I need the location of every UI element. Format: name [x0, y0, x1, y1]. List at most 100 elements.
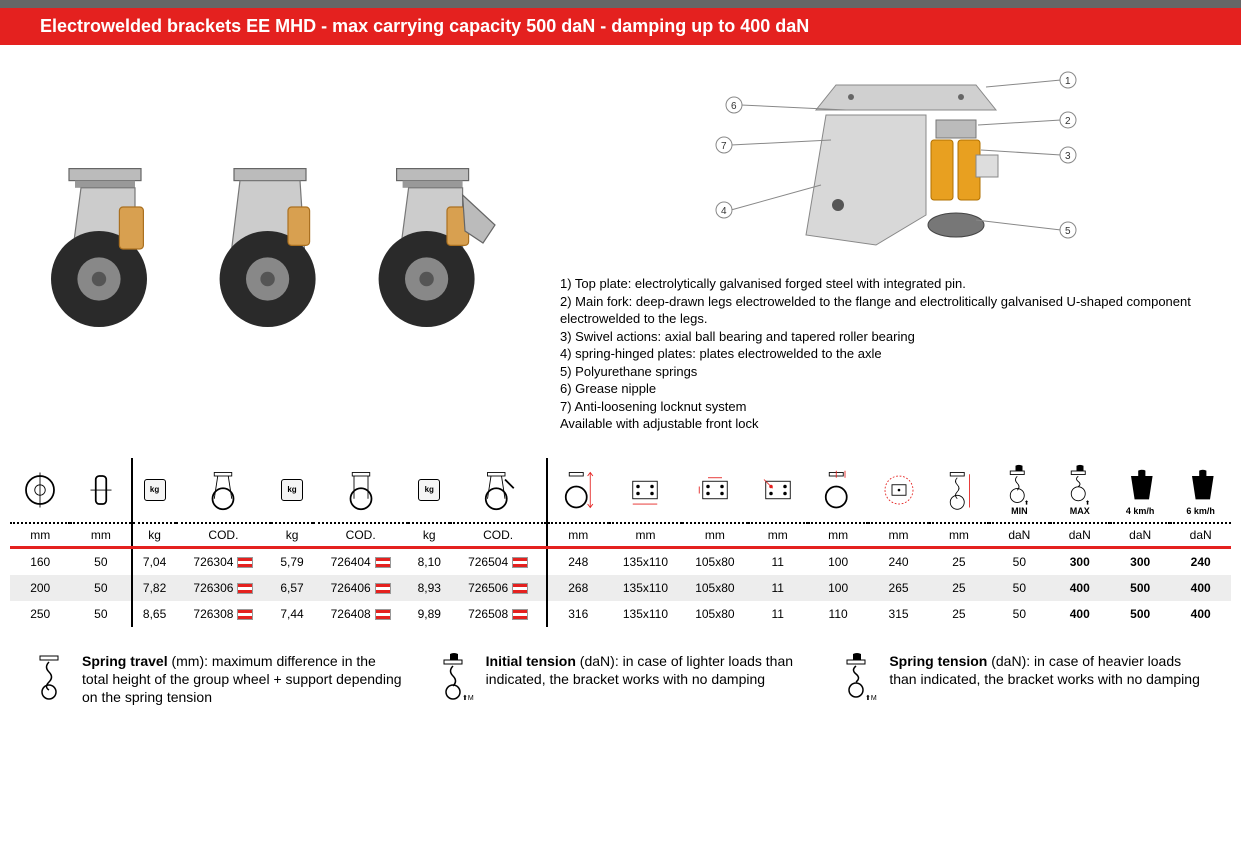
min-label: MIN [992, 506, 1046, 516]
diagram-line: 7) Anti-loosening locknut system [560, 398, 1211, 416]
diagram-line: 3) Swivel actions: axial ball bearing an… [560, 328, 1211, 346]
spring-tension-icon: ⬆MAX [837, 652, 877, 707]
table-cell: 110 [808, 601, 868, 627]
unit: kg [408, 523, 450, 548]
table-row: 200507,827263066,577264068,9372650626813… [10, 575, 1231, 601]
col-initial-tension-icon: ⬆MIN [989, 458, 1049, 523]
table-cell: 200 [10, 575, 70, 601]
table-cell: 50 [70, 601, 132, 627]
table-cell: 7,44 [271, 601, 313, 627]
table-cell: 135x110 [609, 547, 683, 575]
unit: COD. [450, 523, 546, 548]
flag-icon [237, 557, 253, 568]
table-cell: 105x80 [682, 575, 747, 601]
table-cell: 50 [70, 547, 132, 575]
unit: daN [1110, 523, 1170, 548]
diagram-description: 1) Top plate: electrolytically galvanise… [560, 275, 1211, 433]
spring-travel-icon [30, 652, 70, 707]
unit: mm [808, 523, 868, 548]
flag-icon [375, 557, 391, 568]
col-height-icon [547, 458, 609, 523]
col-fixed-icon [313, 458, 408, 523]
unit: daN [989, 523, 1049, 548]
table-cell: 11 [748, 601, 808, 627]
caster-fixed-image [195, 159, 345, 339]
col-weight-brake-icon: kg [408, 458, 450, 523]
table-cell: 300 [1050, 547, 1110, 575]
table-cell: 135x110 [609, 575, 683, 601]
svg-text:7: 7 [721, 141, 727, 152]
table-cell: 11 [748, 575, 808, 601]
table-cell: 500 [1110, 575, 1170, 601]
table-cell: 726508 [450, 601, 546, 627]
table-cell: 25 [929, 601, 989, 627]
col-weight-fixed-icon: kg [271, 458, 313, 523]
unit: mm [547, 523, 609, 548]
unit: mm [682, 523, 747, 548]
header-title: Electrowelded brackets EE MHD - max carr… [0, 0, 1241, 45]
table-cell: 25 [929, 547, 989, 575]
flag-icon [237, 609, 253, 620]
flag-icon [512, 583, 528, 594]
table-cell: 400 [1050, 575, 1110, 601]
flag-icon [375, 583, 391, 594]
table-cell: 11 [748, 547, 808, 575]
table-cell: 400 [1170, 601, 1231, 627]
svg-text:⬆MAX: ⬆MAX [865, 694, 877, 700]
table-cell: 726304 [176, 547, 271, 575]
diagram-line: 6) Grease nipple [560, 380, 1211, 398]
def-spring-travel: Spring travel (mm): maximum difference i… [30, 652, 404, 707]
svg-text:2: 2 [1065, 116, 1071, 127]
table-cell: 316 [547, 601, 609, 627]
col-brake-icon [450, 458, 546, 523]
caster-brake-image [360, 159, 510, 339]
table-cell: 100 [808, 547, 868, 575]
svg-text:5: 5 [1065, 226, 1071, 237]
diagram-line: 5) Polyurethane springs [560, 363, 1211, 381]
diagram-line: 2) Main fork: deep-drawn legs electrowel… [560, 293, 1211, 328]
col-wheel-width-icon [70, 458, 132, 523]
unit: COD. [176, 523, 271, 548]
col-wheel-diameter-icon [10, 458, 70, 523]
table-cell: 135x110 [609, 601, 683, 627]
unit: mm [748, 523, 808, 548]
table-cell: 240 [1170, 547, 1231, 575]
col-weight-swivel-icon: kg [132, 458, 176, 523]
table-cell: 50 [70, 575, 132, 601]
product-sheet: Electrowelded brackets EE MHD - max carr… [0, 0, 1241, 736]
table-row: 250508,657263087,447264089,8972650831613… [10, 601, 1231, 627]
unit: daN [1050, 523, 1110, 548]
diagram-line: 1) Top plate: electrolytically galvanise… [560, 275, 1211, 293]
col-swivel-icon [176, 458, 271, 523]
col-plate-size-icon [609, 458, 683, 523]
table-cell: 400 [1050, 601, 1110, 627]
diagram-section: 1 2 3 4 5 6 7 1) Top plate: electrolytic… [560, 65, 1211, 433]
flag-icon [237, 583, 253, 594]
diagram-line: Available with adjustable front lock [560, 415, 1211, 433]
svg-text:1: 1 [1065, 76, 1071, 87]
unit: mm [868, 523, 928, 548]
def-spring-tension: ⬆MAX Spring tension (daN): in case of he… [837, 652, 1211, 707]
svg-text:4: 4 [721, 206, 727, 217]
unit: mm [70, 523, 132, 548]
col-hole-pattern-icon [682, 458, 747, 523]
table-cell: 6,57 [271, 575, 313, 601]
svg-text:3: 3 [1065, 151, 1071, 162]
table-cell: 726308 [176, 601, 271, 627]
table-cell: 5,79 [271, 547, 313, 575]
exploded-diagram: 1 2 3 4 5 6 7 [676, 65, 1096, 265]
col-spring-travel-icon [929, 458, 989, 523]
unit: kg [132, 523, 176, 548]
table-cell: 9,89 [408, 601, 450, 627]
table-cell: 8,65 [132, 601, 176, 627]
col-hole-diameter-icon [748, 458, 808, 523]
table-cell: 726306 [176, 575, 271, 601]
flag-icon [512, 557, 528, 568]
col-load-6kmh-icon: 6 km/h [1170, 458, 1231, 523]
table-cell: 25 [929, 575, 989, 601]
unit: COD. [313, 523, 408, 548]
table-cell: 240 [868, 547, 928, 575]
table-cell: 50 [989, 575, 1049, 601]
table-cell: 8,10 [408, 547, 450, 575]
flag-icon [375, 609, 391, 620]
